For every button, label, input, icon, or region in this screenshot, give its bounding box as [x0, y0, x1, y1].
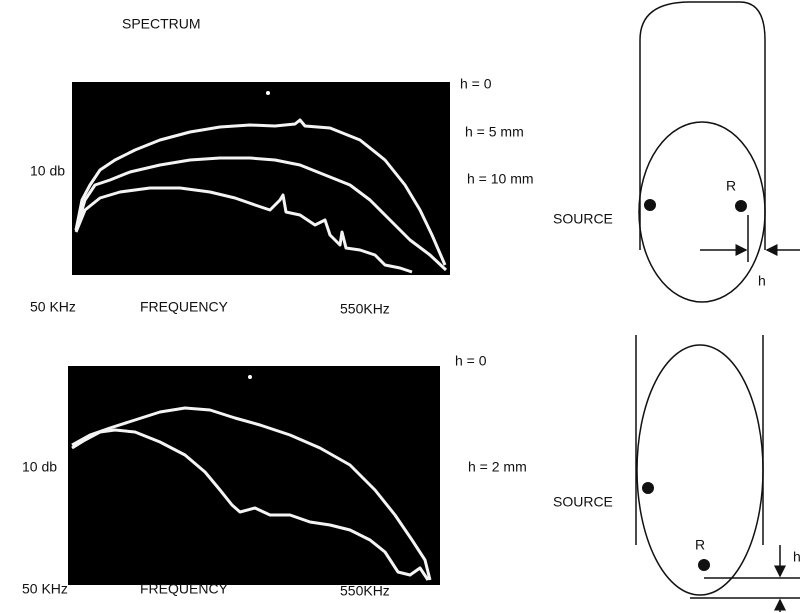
x-axis-label: FREQUENCY	[140, 299, 229, 315]
x-end-label: 550KHz	[340, 301, 390, 317]
x-end-label: 550KHz	[340, 583, 390, 599]
gap-label: h	[758, 273, 766, 289]
curve-label: h = 0	[455, 353, 487, 369]
receiver-dot	[698, 559, 710, 571]
x-start-label: 50 KHz	[30, 299, 76, 315]
y-axis-label: 10 db	[22, 459, 57, 475]
spectrum-screen	[68, 366, 440, 585]
wavefront-ellipse	[638, 121, 766, 303]
source-dot	[644, 199, 656, 211]
curve-label: h = 5 mm	[465, 124, 524, 140]
spectrum-curve	[74, 118, 447, 266]
spectrum-curve	[74, 156, 448, 272]
gap-label: h	[793, 549, 801, 565]
tube-outline	[639, 1, 766, 250]
curve-label: h = 0	[460, 76, 492, 92]
spectrum-curve	[71, 428, 430, 581]
marker-dot	[266, 91, 270, 95]
spectrum-curve	[74, 186, 413, 274]
geometry-diagram: SOURCE R h	[553, 335, 801, 612]
figure-title: SPECTRUM	[122, 16, 201, 32]
spectrum-panel: h = 0 h = 2 mm 10 db 50 KHz FREQUENCY 55…	[22, 353, 527, 599]
spectrum-curve	[71, 406, 432, 581]
receiver-dot	[735, 200, 747, 212]
wavefront-ellipse	[636, 344, 764, 596]
spectrum-panel: h = 0 h = 5 mm h = 10 mm 10 db 50 KHz FR…	[30, 76, 534, 317]
x-start-label: 50 KHz	[22, 581, 68, 597]
curve-label: h = 10 mm	[467, 171, 534, 187]
source-label: SOURCE	[553, 211, 613, 227]
source-dot	[642, 482, 654, 494]
y-axis-label: 10 db	[30, 163, 65, 179]
source-label: SOURCE	[553, 494, 613, 510]
geometry-diagram: SOURCE R h	[553, 1, 800, 303]
spectrum-screen	[72, 82, 450, 275]
curve-label: h = 2 mm	[468, 459, 527, 475]
x-axis-label: FREQUENCY	[140, 581, 229, 597]
receiver-label: R	[726, 178, 736, 194]
marker-dot	[248, 375, 252, 379]
receiver-label: R	[695, 537, 705, 553]
